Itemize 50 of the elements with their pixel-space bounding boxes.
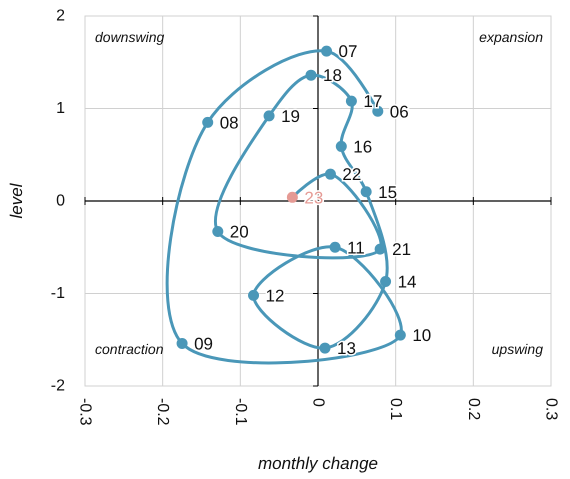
point [212, 226, 224, 238]
point [176, 338, 188, 349]
y-tick-label: -2 [50, 378, 66, 394]
annotation: expansion [479, 29, 544, 45]
x-tick-label: 0.2 [464, 398, 482, 420]
annotation: upswing [492, 341, 544, 357]
x-tick-label: 0.1 [387, 398, 404, 420]
annotation: 20 [230, 222, 249, 242]
x-tick-label: 0 [310, 398, 326, 407]
point [286, 192, 298, 203]
x-tick-label: 0.3 [542, 398, 560, 420]
annotation: 16 [353, 137, 372, 156]
annotation: 12 [266, 286, 284, 306]
annotation: 08 [220, 113, 239, 132]
annotation: 10 [412, 326, 432, 346]
point [248, 290, 260, 301]
annotation: 13 [336, 339, 356, 358]
point [330, 242, 341, 253]
annotation: 18 [323, 66, 342, 86]
annotation: downswing [95, 29, 164, 45]
point [319, 342, 330, 354]
y-tick-label: 0 [56, 192, 66, 210]
point [394, 330, 406, 341]
point [374, 244, 386, 255]
x-tick-label: -0.2 [154, 398, 172, 426]
annotation: 15 [378, 182, 398, 202]
x-tick-label: -0.1 [232, 398, 249, 426]
point [306, 70, 317, 81]
y-tick-label: 1 [56, 100, 66, 117]
annotation: contraction [95, 341, 164, 357]
annotation: 07 [338, 42, 358, 62]
y-axis-title: level [7, 182, 26, 218]
y-tick-label: 2 [56, 8, 66, 24]
x-axis-title: monthly change [258, 454, 378, 473]
point [202, 116, 214, 128]
point [264, 110, 275, 122]
annotation: 11 [347, 238, 365, 258]
point [360, 186, 372, 198]
annotation: 09 [194, 334, 214, 354]
point [380, 276, 392, 287]
annotation: 21 [392, 240, 412, 260]
annotation: 06 [390, 102, 409, 122]
point [321, 46, 332, 57]
point [336, 140, 347, 152]
x-tick-label: -0.3 [76, 398, 94, 426]
annotation: 14 [398, 272, 416, 292]
annotation: 19 [281, 106, 300, 126]
point [346, 96, 357, 107]
y-tick-label: -1 [50, 285, 66, 302]
point [324, 168, 336, 180]
